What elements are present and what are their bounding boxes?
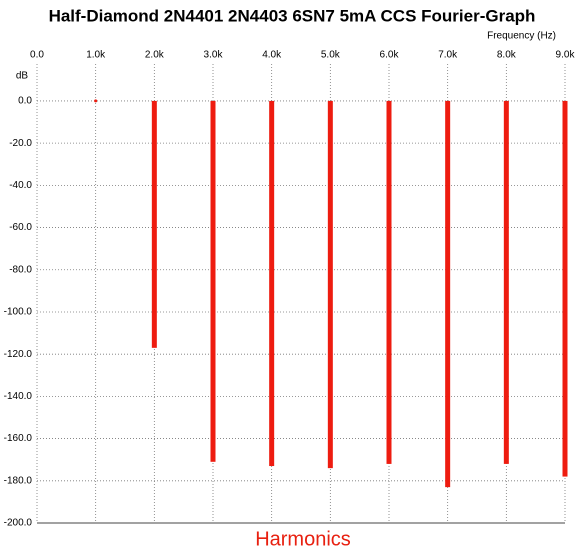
x-tick-label: 7.0k <box>438 50 458 61</box>
x-tick-label: 9.0k <box>556 50 576 61</box>
y-tick-label: -60.0 <box>9 222 32 233</box>
stem <box>210 100 216 462</box>
y-tick-label: -40.0 <box>9 180 32 191</box>
x-tick-label: 1.0k <box>86 50 106 61</box>
stem <box>386 100 392 464</box>
stem <box>327 100 333 469</box>
x-tick-label: 5.0k <box>321 50 341 61</box>
caption: Harmonics <box>255 528 351 550</box>
y-tick-label: -200.0 <box>4 518 33 529</box>
y-tick-label: -140.0 <box>4 391 33 402</box>
stem <box>151 100 157 348</box>
y-tick-label: 0.0 <box>18 96 32 107</box>
x-tick-label: 8.0k <box>497 50 517 61</box>
y-tick-label: -20.0 <box>9 138 32 149</box>
stem <box>503 100 509 464</box>
stem <box>445 100 451 488</box>
y-tick-label: -80.0 <box>9 264 32 275</box>
y-axis-label: dB <box>16 71 29 82</box>
stem <box>562 100 568 477</box>
x-tick-label: 6.0k <box>380 50 400 61</box>
stem <box>269 100 275 467</box>
x-tick-label: 3.0k <box>204 50 224 61</box>
chart-title: Half-Diamond 2N4401 2N4403 6SN7 5mA CCS … <box>49 6 536 25</box>
y-tick-label: -160.0 <box>4 433 33 444</box>
y-tick-label: -100.0 <box>4 307 33 318</box>
x-tick-label: 0.0 <box>30 50 44 61</box>
x-tick-label: 4.0k <box>262 50 282 61</box>
y-tick-label: -120.0 <box>4 349 33 360</box>
x-tick-label: 2.0k <box>145 50 165 61</box>
y-tick-label: -180.0 <box>4 475 33 486</box>
stem <box>94 99 98 103</box>
x-axis-label: Frequency (Hz) <box>487 31 556 42</box>
